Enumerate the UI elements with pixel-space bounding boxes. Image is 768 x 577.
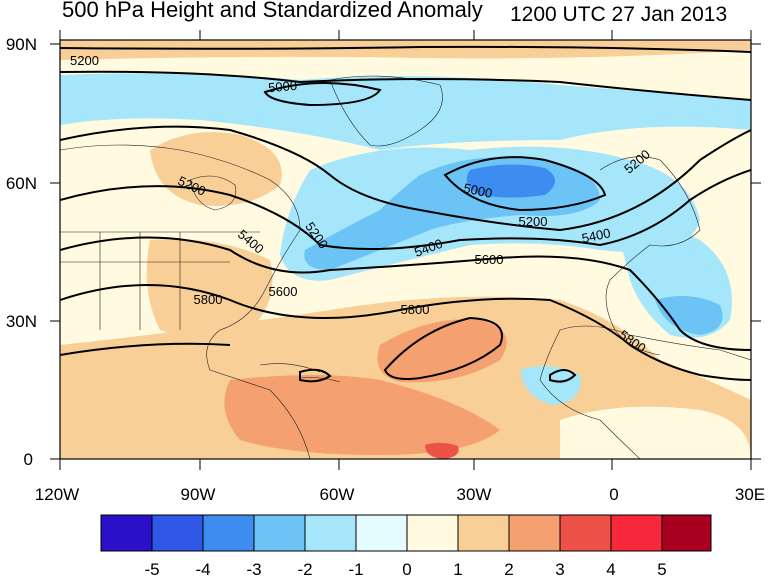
lon-label: 30E [735,485,765,504]
lon-label: 120W [35,485,79,504]
colorbar-box [508,514,561,552]
contour-5800-wave [60,284,751,381]
colorbar-label: 4 [606,560,615,577]
colorbar-box [253,514,306,552]
contour-5200-wave [60,125,751,232]
lat-label: 0 [24,450,33,469]
lon-label: 30W [457,485,492,504]
north-america-coast [60,144,311,459]
contour-label: 5200 [519,214,548,229]
greenland-coast [329,75,443,147]
contour-5200-high [60,70,751,101]
colorbar-label: -5 [144,560,159,577]
colorbar-label: 0 [402,560,411,577]
arctic-negative-region [60,73,751,150]
equatorial-strong-positive [425,442,459,459]
contour-5600-wave [60,236,751,351]
contour-5000-arctic [263,81,382,107]
arctic-positive-band [60,40,751,60]
colorbar-box [355,514,408,552]
colorbar-label: -4 [195,560,210,577]
colorbar-label: 1 [453,560,462,577]
tropical-atlantic-positive [224,375,500,455]
south-atlantic-neutral [560,406,751,459]
coastlines [60,75,751,459]
contour-label: 5400 [580,225,611,246]
contour-label: 5600 [269,284,298,299]
contour-label: 5800 [194,292,223,307]
lon-label: 60W [320,485,355,504]
colorbar-box [610,514,663,552]
atlantic-strong-negative [466,164,555,198]
contour-label: 5000 [462,180,493,201]
colorbar-box [100,514,153,552]
colorbar-box [151,514,204,552]
mediterranean-negative-core [655,296,723,335]
colorbar-box [559,514,612,552]
contour-labels: 5200 5000 5200 5000 5200 5200 5400 5200 … [70,53,653,356]
contour-label: 5000 [268,78,298,95]
colorbar-label: -1 [348,560,363,577]
contour-5400-wave [60,169,751,250]
us-borders [60,231,260,330]
lon-label: 0 [609,485,618,504]
subtropical-positive-core [377,319,507,383]
hudson-bay-coast [189,175,237,211]
map-frame [59,39,752,460]
colorbar-box [304,514,357,552]
axis-ticks [50,30,761,470]
height-contours [60,45,751,383]
us-positive-region [146,239,273,338]
contour-label: 5600 [475,252,504,267]
lon-label: 90W [181,485,216,504]
anomaly-shading [60,40,751,459]
lat-label: 30N [6,312,37,331]
contour-5800-africa [549,369,577,383]
contour-5800-closed [383,316,503,380]
west-africa-negative [520,366,581,405]
contour-5800-south [60,342,231,356]
colorbar-label: -2 [297,560,312,577]
colorbar-box [202,514,255,552]
contour-label: 5800 [401,302,430,317]
lat-label: 60N [6,174,37,193]
africa-coast [539,325,751,459]
colorbar-box [457,514,510,552]
longitude-labels: 120W 90W 60W 30W 0 30E [35,485,765,504]
colorbar-labels: -5 -4 -3 -2 -1 0 1 2 3 4 5 [144,560,666,577]
colorbar-label: -3 [246,560,261,577]
contour-5200-polar [60,45,751,53]
contour-5000-low [443,156,607,212]
colorbar [100,514,712,552]
latitude-labels: 90N 60N 30N 0 [6,35,37,469]
colorbar-box [661,514,712,552]
contour-5800-small [299,368,332,383]
colorbar-box [406,514,459,552]
chart-title: 500 hPa Height and Standardized Anomaly [62,0,483,22]
lat-label: 90N [6,35,37,54]
colorbar-label: 3 [555,560,564,577]
colorbar-label: 5 [657,560,666,577]
contour-label: 5200 [70,53,99,68]
colorbar-label: 2 [504,560,513,577]
valid-time: 1200 UTC 27 Jan 2013 [510,3,728,26]
